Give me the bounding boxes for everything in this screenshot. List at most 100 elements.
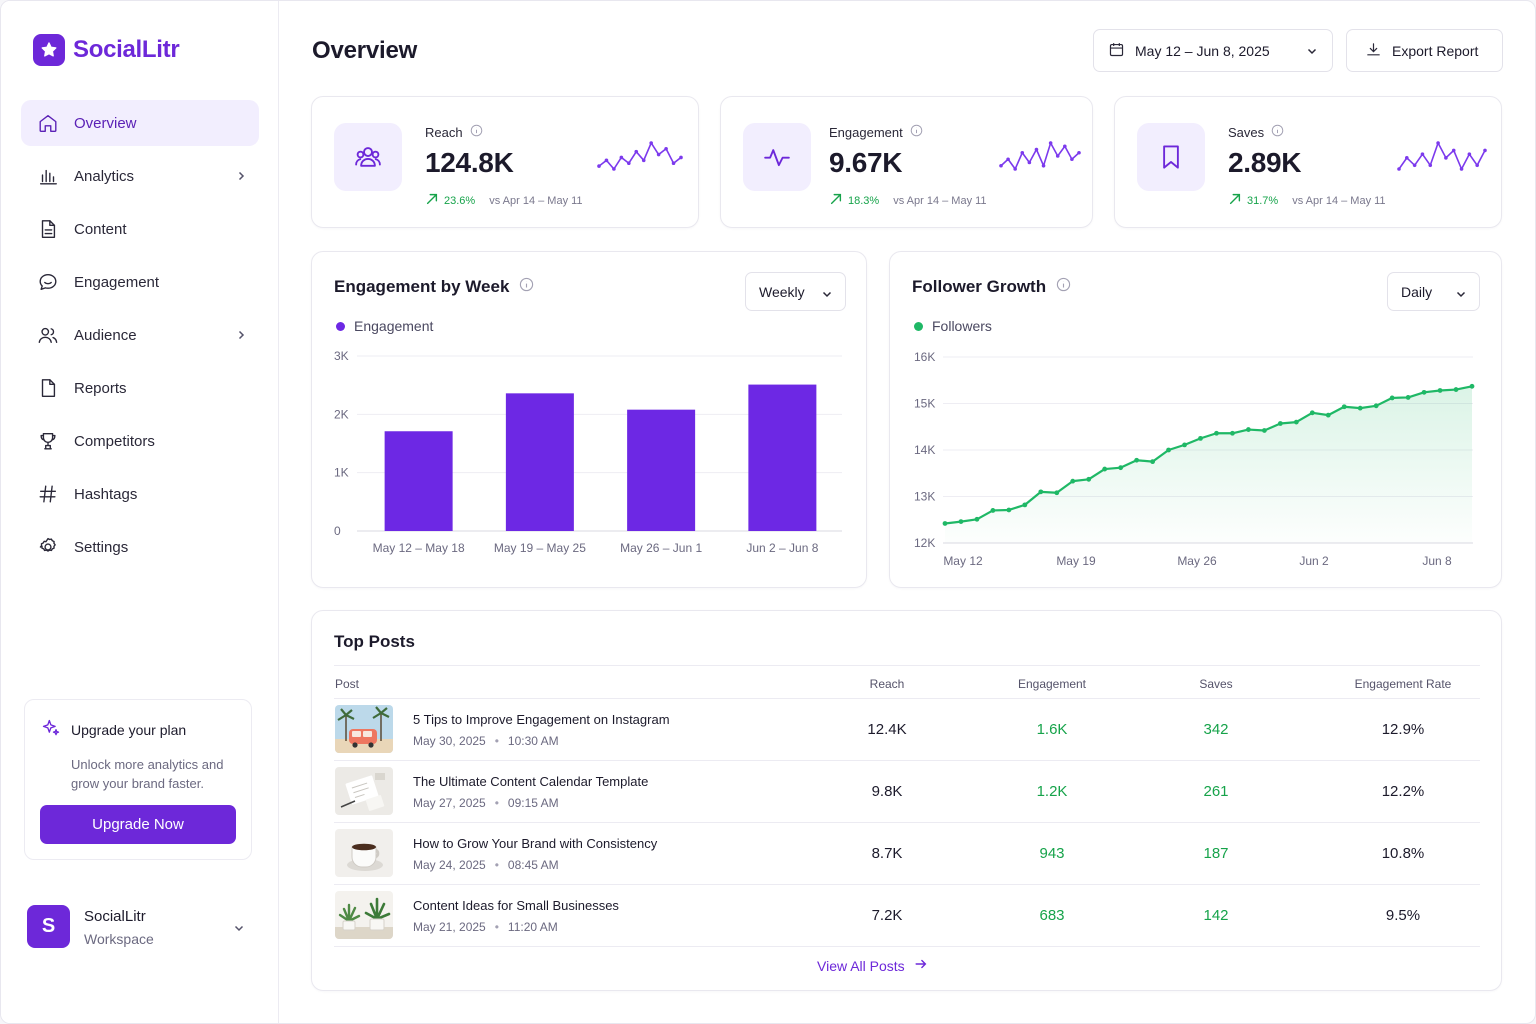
logo[interactable]: SocialLitr [33,34,180,66]
cell-engagement: 1.2K [1036,783,1068,800]
bar[interactable] [384,431,453,531]
data-point[interactable] [1182,442,1187,448]
post-thumbnail[interactable] [335,705,393,753]
data-point[interactable] [1277,421,1283,426]
data-point[interactable] [974,516,980,522]
workspace-switcher[interactable]: S SocialLitr Workspace [27,905,249,951]
sidebar-item-label: Reports [74,379,127,397]
sidebar-item-overview[interactable]: Overview [21,100,259,146]
data-point[interactable] [1469,383,1475,389]
post-title[interactable]: How to Grow Your Brand with Consistency [413,836,658,851]
sparkline-point [641,158,646,163]
date-range-picker[interactable]: May 12 – Jun 8, 2025 [1093,29,1333,72]
column-header-post[interactable]: Post [335,677,360,691]
sidebar-item-label: Hashtags [74,485,138,503]
x-tick-label: May 19 – May 25 [494,541,586,555]
sidebar-item-engagement[interactable]: Engagement [21,259,259,305]
info-icon[interactable] [470,124,483,140]
post-title[interactable]: Content Ideas for Small Businesses [413,898,619,913]
sparkline-point [1420,152,1425,156]
sidebar-item-content[interactable]: Content [21,206,259,252]
upgrade-now-button[interactable]: Upgrade Now [40,805,236,844]
x-tick-label: Jun 2 [1299,554,1329,568]
logo-star-icon [33,34,65,66]
export-report-button[interactable]: Export Report [1346,29,1503,72]
data-point[interactable] [1325,412,1331,418]
column-header-engagement-rate[interactable]: Engagement Rate [1354,677,1452,691]
data-point[interactable] [1230,430,1235,436]
table-row[interactable]: How to Grow Your Brand with Consistency M… [334,823,1480,885]
y-tick-label: 16K [914,350,935,364]
bar[interactable] [748,384,817,531]
data-point[interactable] [1054,490,1060,496]
data-point[interactable] [1006,507,1012,513]
data-point[interactable] [1373,403,1379,409]
kpi-value: 2.89K [1228,147,1302,178]
cell-saves: 261 [1203,783,1229,800]
sparkline-point [1412,163,1417,168]
sidebar-item-audience[interactable]: Audience [21,312,259,358]
data-point[interactable] [1357,405,1363,411]
sidebar-item-hashtags[interactable]: Hashtags [21,471,259,517]
cell-engagement-rate: 9.5% [1385,907,1421,924]
data-point[interactable] [1022,502,1028,508]
view-all-posts-link[interactable]: View All Posts [817,957,928,974]
sidebar-item-settings[interactable]: Settings [21,524,259,570]
column-header-saves[interactable]: Saves [1199,677,1233,691]
sparkline-point [1048,141,1053,145]
data-point[interactable] [990,508,996,513]
data-point[interactable] [1261,428,1267,433]
chevron-down-icon [1455,287,1467,303]
sidebar-item-reports[interactable]: Reports [21,365,259,411]
info-icon[interactable] [1056,277,1071,297]
data-point[interactable] [1214,430,1219,436]
info-icon[interactable] [910,124,923,140]
data-point[interactable] [1421,389,1427,395]
data-point[interactable] [1086,476,1092,482]
column-header-reach[interactable]: Reach [869,677,905,691]
sidebar-item-analytics[interactable]: Analytics [21,153,259,199]
data-point[interactable] [1437,388,1443,393]
post-title[interactable]: The Ultimate Content Calendar Template [413,774,649,789]
table-row[interactable]: The Ultimate Content Calendar Template Ma… [334,761,1480,823]
data-point[interactable] [1389,395,1395,401]
x-tick-label: May 26 [1177,554,1217,568]
data-point[interactable] [958,519,964,525]
kpi-value: 124.8K [425,147,514,178]
table-row[interactable]: 5 Tips to Improve Engagement on Instagra… [334,699,1480,761]
bar[interactable] [627,409,696,531]
data-point[interactable] [1102,466,1108,472]
info-icon[interactable] [1271,124,1284,140]
engagement-period-select[interactable]: Weekly [745,272,846,311]
sidebar-item-competitors[interactable]: Competitors [21,418,259,464]
column-header-engagement[interactable]: Engagement [1017,677,1087,691]
data-point[interactable] [1198,435,1203,441]
data-point[interactable] [942,521,948,526]
data-point[interactable] [1166,447,1171,453]
follower-period-select[interactable]: Daily [1387,272,1480,311]
info-icon[interactable] [519,277,534,297]
sparkline-point [1428,163,1433,168]
bar[interactable] [505,393,574,531]
kpi-compare: vs Apr 14 – May 11 [893,194,987,207]
data-point[interactable] [1070,478,1076,484]
data-point[interactable] [1038,489,1044,495]
post-title[interactable]: 5 Tips to Improve Engagement on Instagra… [413,712,670,727]
post-thumbnail[interactable] [335,767,393,815]
data-point[interactable] [1150,459,1156,465]
sparkline-point [1041,163,1046,168]
data-point[interactable] [1134,457,1140,463]
data-point[interactable] [1246,427,1251,432]
data-point[interactable] [1293,419,1299,425]
data-point[interactable] [1309,410,1315,416]
data-point[interactable] [1405,395,1411,400]
data-point[interactable] [1453,387,1459,392]
table-row[interactable]: Content Ideas for Small Businesses May 21… [334,885,1480,947]
post-thumbnail[interactable] [335,829,393,877]
cell-reach: 7.2K [871,907,903,924]
kpi-value: 9.67K [829,147,903,178]
chevron-down-icon [233,921,245,939]
post-thumbnail[interactable] [335,891,393,939]
data-point[interactable] [1118,465,1124,471]
data-point[interactable] [1341,404,1347,410]
